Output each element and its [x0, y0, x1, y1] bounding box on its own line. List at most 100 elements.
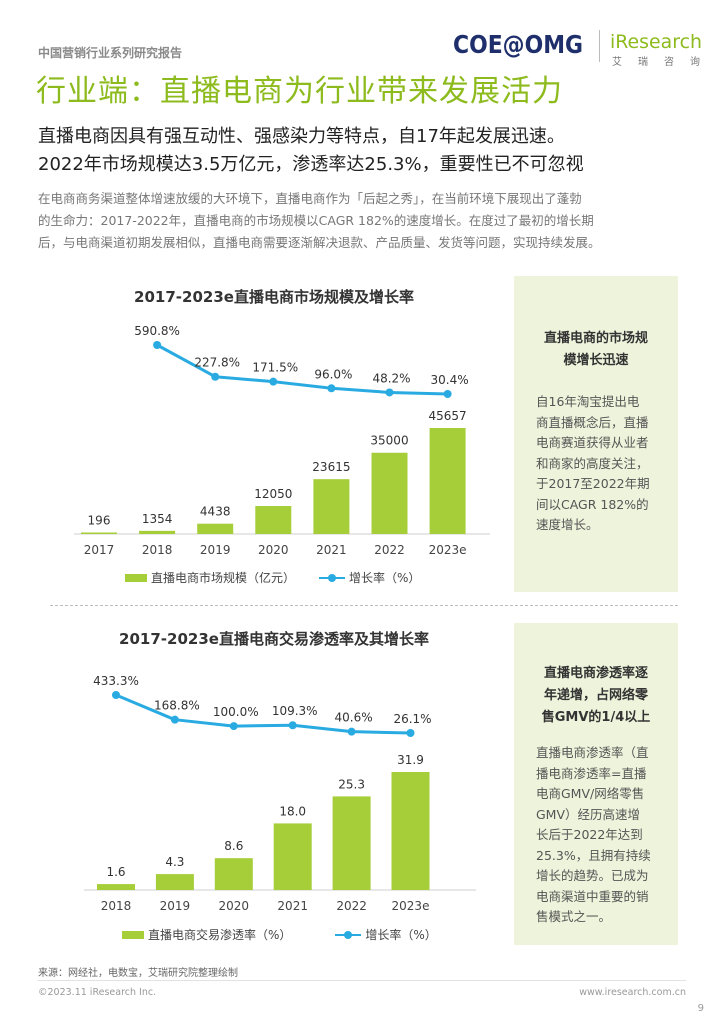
growth-rate-line: [115, 693, 411, 735]
side-panel-2-body-line: 播电商渗透率=直播: [536, 765, 647, 781]
coe-omg-logo-text: COE@OMG: [453, 30, 583, 58]
side-panel-1-body-line: 和商家的高度关注，: [536, 455, 649, 471]
growth-rate-label: 26.1%: [393, 712, 431, 726]
growth-rate-point: [112, 691, 120, 699]
legend-bar-label: 直播电商市场规模（亿元）: [151, 571, 296, 585]
legend-bar-label: 直播电商交易渗透率（%）: [148, 928, 292, 942]
iresearch-logo-text: iResearch: [610, 31, 702, 53]
side-panel-2-title-line-3: 售GMV的1/4以上: [541, 710, 651, 725]
side-panel-1-body-line: 自16年淘宝提出电: [536, 394, 640, 409]
growth-rate-point: [443, 390, 452, 398]
growth-rate-label: 30.4%: [431, 373, 469, 387]
side-panel-2-body-line: 25.3%，且拥有持续: [536, 847, 651, 863]
chart-2-title: 2017-2023e直播电商交易渗透率及其增长率: [119, 630, 429, 648]
growth-rate-label: 96.0%: [314, 367, 352, 381]
growth-rate-point: [347, 727, 356, 736]
bar-value-label: 25.3: [338, 777, 365, 791]
intro-line-1: 在电商商务渠道整体增速放缓的大环境下，直播电商作为「后起之秀」，在当前环境下展现…: [38, 191, 582, 206]
penetration-rate-chart: 1.6 2018 4.3 2019 8.6 2020 18.0 2021 25.3 2022 31.…: [84, 674, 476, 913]
side-panel-1-body-line: 于2017至2022年期: [536, 476, 650, 491]
bar-value-label: 1.6: [106, 865, 125, 879]
bar-value-label: 196: [88, 514, 111, 528]
growth-rate-point: [170, 715, 179, 724]
website-link[interactable]: www.iresearch.com.cn: [579, 987, 686, 998]
growth-rate-point: [153, 341, 162, 349]
side-panel-2-body-line: 直播电商渗透率（直: [536, 745, 649, 760]
legend-line-label: 增长率（%）: [365, 928, 437, 942]
copyright-text: ©2023.11 iResearch Inc.: [38, 987, 157, 998]
side-panel-penetration: 直播电商渗透率逐 年递增，占网络零 售GMV的1/4以上 直播电商渗透率（直 播…: [514, 623, 678, 945]
logo-divider: [599, 30, 600, 62]
x-tick-label: 2021: [316, 543, 347, 557]
bar-value-label: 4.3: [165, 855, 184, 869]
legend-bar-swatch: [125, 573, 147, 582]
side-panel-1-title-line-2: 模增长迅速: [563, 353, 629, 368]
iresearch-logo: iResearch 艾 瑞 咨 询: [608, 24, 704, 68]
growth-rate-label: 109.3%: [272, 704, 318, 718]
legend-line-label: 增长率（%）: [349, 571, 421, 585]
coe-omg-logo: COE@OMG: [453, 28, 585, 59]
growth-rate-line: [156, 343, 448, 396]
side-panel-2-body-line: 电商GMV/网络零售: [536, 786, 645, 801]
x-tick-label: 2020: [219, 899, 250, 913]
growth-rate-point: [406, 729, 415, 737]
side-panel-market-size: 直播电商的市场规 模增长迅速 自16年淘宝提出电 商直播概念后，直播 电商赛道获…: [514, 276, 678, 592]
bar: [429, 428, 466, 534]
bar-value-label: 45657: [429, 409, 467, 423]
side-panel-1-body: 自16年淘宝提出电 商直播概念后，直播 电商赛道获得从业者 和商家的高度关注， …: [536, 392, 662, 536]
bar-value-label: 31.9: [397, 753, 424, 767]
bar: [313, 479, 350, 534]
x-tick-label: 2018: [101, 899, 132, 913]
x-tick-label: 2023e: [429, 543, 467, 557]
bar-value-label: 8.6: [224, 839, 243, 853]
x-tick-label: 2022: [336, 899, 367, 913]
side-panel-2-body-line: 长后于2022年达到: [536, 827, 643, 842]
side-panel-1-body-line: 间以CAGR 182%的: [536, 496, 649, 512]
growth-rate-label: 590.8%: [134, 324, 180, 338]
legend-line-swatch: [319, 572, 346, 584]
bar: [371, 452, 408, 534]
chart-2-legend: 直播电商交易渗透率（%） 增长率（%）: [122, 926, 437, 943]
bar: [391, 772, 430, 890]
growth-rate-label: 433.3%: [93, 674, 139, 688]
side-panel-2-body-line: 售模式之一。: [536, 909, 612, 924]
x-tick-label: 2019: [200, 543, 231, 557]
x-tick-label: 2018: [142, 543, 173, 557]
x-tick-label: 2023e: [392, 899, 430, 913]
bar-value-label: 35000: [370, 434, 408, 448]
side-panel-2-body-line: GMV）经历高速增: [536, 806, 641, 822]
subtitle-line-1: 直播电商因具有强互动性、强感染力等特点，自17年起发展迅速。: [38, 126, 565, 147]
bar: [273, 823, 312, 890]
side-panel-2-body-line: 增长的趋势。已成为: [536, 868, 649, 883]
bar: [197, 523, 234, 534]
growth-rate-point: [211, 372, 220, 381]
section-divider: [50, 605, 678, 606]
side-panel-1-body-line: 电商赛道获得从业者: [536, 435, 649, 450]
legend-bar-swatch: [122, 930, 144, 939]
growth-rate-label: 227.8%: [194, 356, 240, 370]
bar: [97, 884, 135, 890]
growth-rate-label: 40.6%: [335, 711, 373, 725]
bar-value-label: 23615: [312, 460, 350, 474]
x-tick-label: 2017: [84, 543, 115, 557]
growth-rate-label: 171.5%: [252, 361, 298, 375]
market-size-chart: 196 2017 1354 2018 4438 2019 12050 2020 23615 202…: [74, 324, 490, 557]
side-panel-1-body-line: 速度增长。: [536, 517, 599, 532]
iresearch-logo-subtext: 艾 瑞 咨 询: [612, 55, 700, 68]
x-tick-label: 2019: [160, 899, 191, 913]
bar: [155, 874, 194, 890]
growth-rate-point: [269, 377, 278, 386]
x-tick-label: 2022: [374, 543, 405, 557]
bar-value-label: 12050: [254, 487, 292, 501]
bar: [332, 796, 371, 890]
legend-line-swatch: [335, 929, 362, 941]
growth-rate-point: [229, 722, 238, 731]
bar-value-label: 18.0: [279, 804, 306, 818]
side-panel-2-title-line-2: 年递增，占网络零: [543, 688, 648, 703]
chart-1-legend: 直播电商市场规模（亿元） 增长率（%）: [125, 569, 420, 586]
bar: [214, 858, 253, 890]
page-number: 9: [697, 1003, 704, 1014]
side-panel-2-body: 直播电商渗透率（直 播电商渗透率=直播 电商GMV/网络零售 GMV）经历高速增…: [536, 743, 662, 928]
subtitle-line-2: 2022年市场规模达3.5万亿元，渗透率达25.3%，重要性已不可忽视: [38, 154, 584, 175]
footer-divider: [38, 980, 686, 981]
